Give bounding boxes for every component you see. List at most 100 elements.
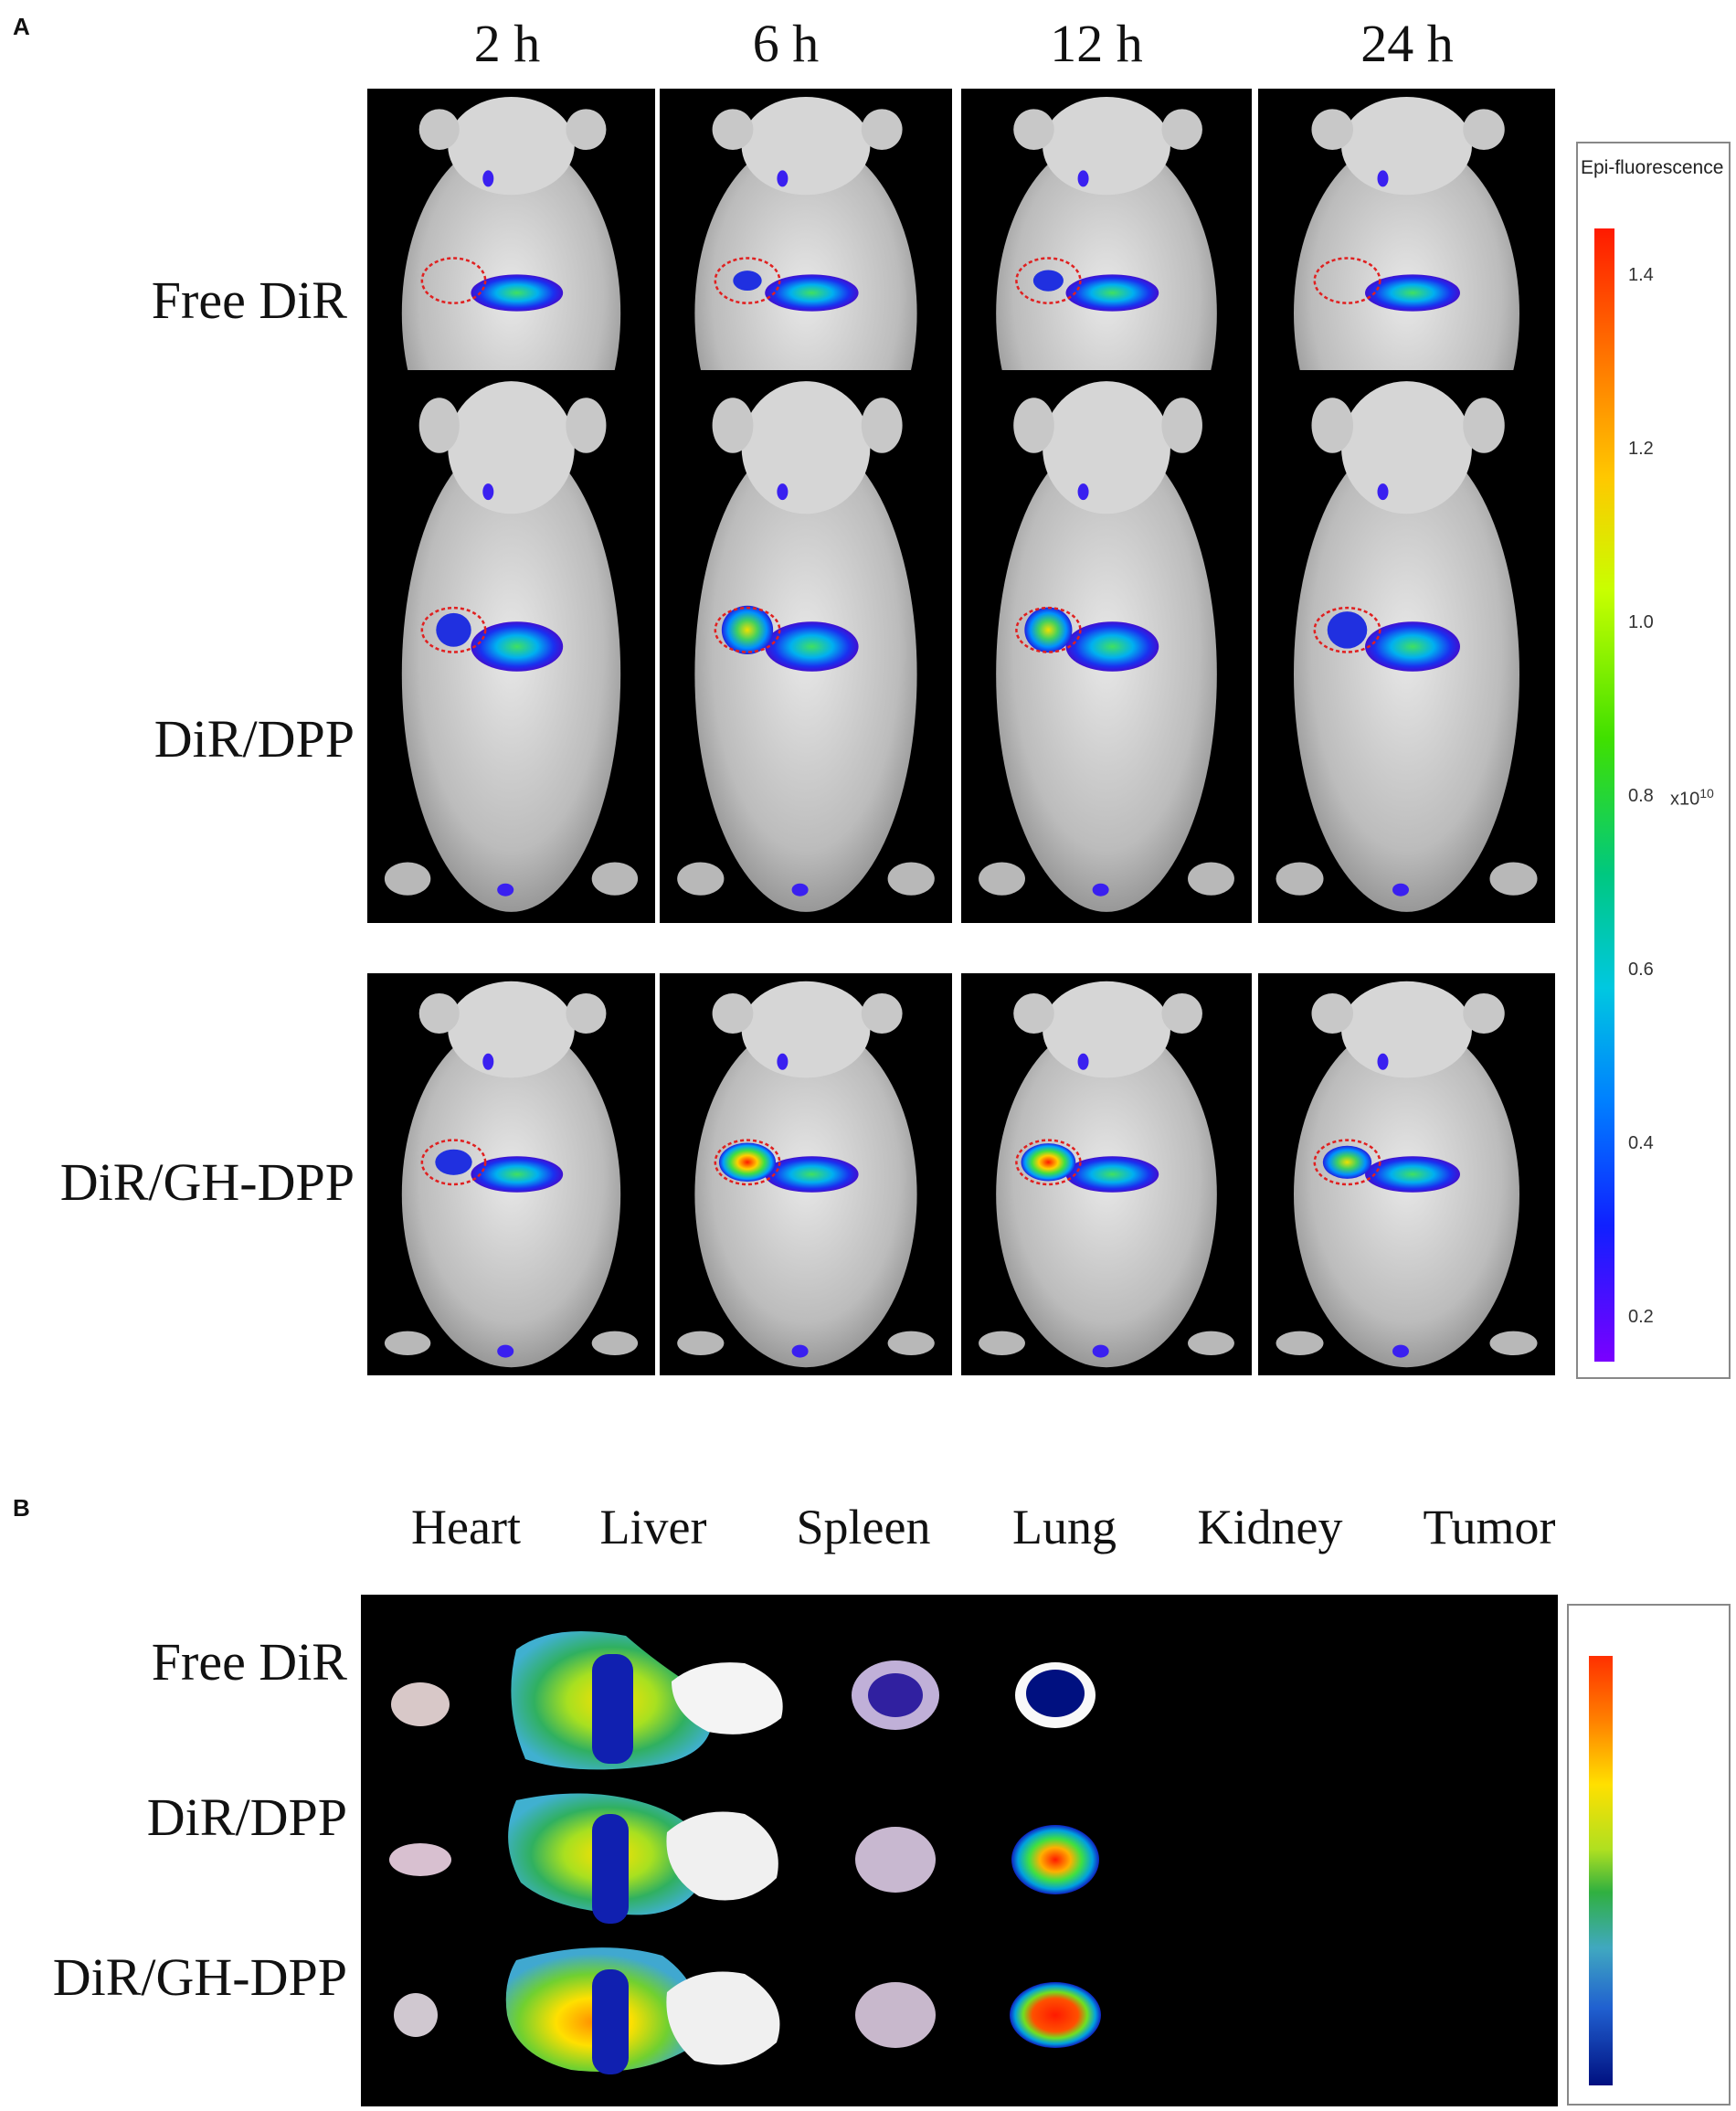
tumor-fluorescence bbox=[718, 1142, 777, 1183]
tumor-region-circle bbox=[714, 257, 781, 304]
organ-label-lung: Lung bbox=[1012, 1500, 1117, 1554]
organ-label-heart: Heart bbox=[411, 1500, 521, 1554]
tumor-region-circle bbox=[1313, 257, 1381, 304]
colorbar-tick-label: 1.0 bbox=[1628, 612, 1654, 632]
mouse-image-svg bbox=[660, 973, 952, 1375]
tumor-region-circle bbox=[1313, 1139, 1381, 1186]
mouse-head bbox=[741, 981, 871, 1078]
mouse-body bbox=[996, 436, 1217, 912]
fluorescence-speck bbox=[1077, 1053, 1089, 1070]
lung-organ bbox=[672, 1662, 783, 1734]
colorbar-unit: x1010 bbox=[1670, 786, 1714, 811]
fluorescence-speck bbox=[482, 170, 494, 187]
spleen-organ bbox=[592, 1969, 629, 2074]
fluorescence-speck bbox=[777, 483, 789, 501]
organ-label-kidney: Kidney bbox=[1197, 1500, 1343, 1554]
panel-b-letter: B bbox=[13, 1494, 30, 1522]
mouse-image-svg bbox=[961, 973, 1252, 1375]
mouse-image-tile bbox=[367, 973, 655, 1375]
mouse-ear bbox=[418, 993, 460, 1034]
fluorescence-speck bbox=[497, 883, 514, 896]
liver-fluorescence bbox=[1365, 1156, 1460, 1193]
tumor-fluorescence bbox=[1327, 611, 1368, 649]
timepoint-label-6h: 6 h bbox=[752, 14, 820, 73]
ex-vivo-organ-image bbox=[361, 1595, 1558, 2106]
tumor-region-circle bbox=[714, 1139, 781, 1186]
fluorescence-speck bbox=[1377, 170, 1389, 187]
mouse-foot bbox=[677, 1331, 725, 1355]
mouse-image-tile bbox=[367, 370, 655, 923]
kidney-core bbox=[868, 1673, 923, 1717]
mouse-foot bbox=[384, 1331, 431, 1355]
ex-vivo-organs-svg bbox=[389, 1631, 1101, 2074]
mouse-foot bbox=[979, 862, 1025, 896]
tumor-core bbox=[1026, 1670, 1085, 1717]
mouse-ear bbox=[566, 993, 607, 1034]
heart-organ bbox=[391, 1682, 450, 1726]
tumor-fluorescence bbox=[435, 1149, 472, 1175]
fluorescence-speck bbox=[1092, 1344, 1109, 1358]
fluorescence-speck bbox=[1077, 170, 1089, 187]
mouse-image-tile bbox=[660, 973, 952, 1375]
mouse-image-tile bbox=[367, 89, 655, 497]
mouse-body bbox=[694, 1021, 917, 1368]
mouse-foot bbox=[1489, 1331, 1538, 1355]
mouse-head bbox=[448, 381, 575, 514]
liver-fluorescence bbox=[471, 1156, 564, 1193]
timepoint-label-2h: 2 h bbox=[473, 14, 541, 73]
tumor-fluorescence bbox=[1024, 607, 1073, 653]
mouse-head bbox=[1043, 381, 1170, 514]
mouse-ear bbox=[712, 993, 754, 1034]
mouse-head bbox=[741, 381, 871, 514]
liver-fluorescence bbox=[765, 1156, 859, 1193]
mouse-image-svg bbox=[660, 370, 952, 923]
fluorescence-speck bbox=[1092, 883, 1109, 896]
mouse-ear bbox=[1463, 993, 1505, 1034]
mouse-ear bbox=[1161, 109, 1202, 151]
liver-fluorescence bbox=[1065, 274, 1159, 312]
mouse-image-tile bbox=[1258, 370, 1555, 923]
colorbar-unit-base: x10 bbox=[1670, 789, 1700, 810]
liver-fluorescence bbox=[471, 274, 564, 312]
lung-organ bbox=[666, 1811, 778, 1901]
spleen-organ bbox=[592, 1654, 633, 1764]
mouse-body bbox=[996, 1021, 1217, 1368]
colorbar-tick-label: 1.4 bbox=[1628, 265, 1654, 285]
liver-fluorescence bbox=[765, 274, 859, 312]
mouse-head bbox=[1341, 981, 1472, 1078]
mouse-ear bbox=[712, 398, 754, 453]
kidney-organ bbox=[855, 1982, 936, 2048]
mouse-head bbox=[1341, 96, 1472, 196]
organ-label-spleen: Spleen bbox=[796, 1500, 931, 1554]
tumor-organ bbox=[1011, 1825, 1099, 1894]
fluorescence-speck bbox=[482, 483, 494, 501]
mouse-foot bbox=[1188, 862, 1234, 896]
mouse-foot bbox=[384, 862, 431, 896]
mouse-ear bbox=[861, 398, 903, 453]
mouse-head bbox=[741, 96, 871, 196]
mouse-image-tile bbox=[961, 370, 1252, 923]
mouse-body bbox=[1294, 436, 1519, 912]
timepoint-label-12h: 12 h bbox=[1050, 14, 1143, 73]
colorbar-title: Epi-fluorescence bbox=[1581, 157, 1724, 178]
fluorescence-speck bbox=[1392, 1344, 1409, 1358]
fluorescence-speck bbox=[777, 170, 789, 187]
tumor-fluorescence bbox=[1032, 270, 1064, 292]
colorbar-unit-exp: 10 bbox=[1699, 786, 1714, 801]
exvivo-group-label-dir-dpp: DiR/DPP bbox=[146, 1787, 347, 1847]
mouse-ear bbox=[566, 109, 607, 151]
liver-fluorescence bbox=[1365, 274, 1460, 312]
tumor-region-circle bbox=[420, 257, 487, 304]
mouse-foot bbox=[591, 862, 639, 896]
organ-label-liver: Liver bbox=[599, 1500, 707, 1554]
group-label-dir-dpp: DiR/DPP bbox=[153, 709, 355, 769]
mouse-head bbox=[1043, 981, 1170, 1078]
mouse-ear bbox=[418, 398, 460, 453]
tumor-region-circle bbox=[1015, 1139, 1082, 1186]
tumor-region-circle bbox=[1313, 606, 1381, 653]
heart-organ bbox=[394, 1993, 438, 2037]
mouse-image-svg bbox=[367, 370, 655, 923]
mouse-image-svg bbox=[367, 973, 655, 1375]
mouse-ear bbox=[1013, 109, 1054, 151]
liver-fluorescence bbox=[1365, 621, 1460, 672]
